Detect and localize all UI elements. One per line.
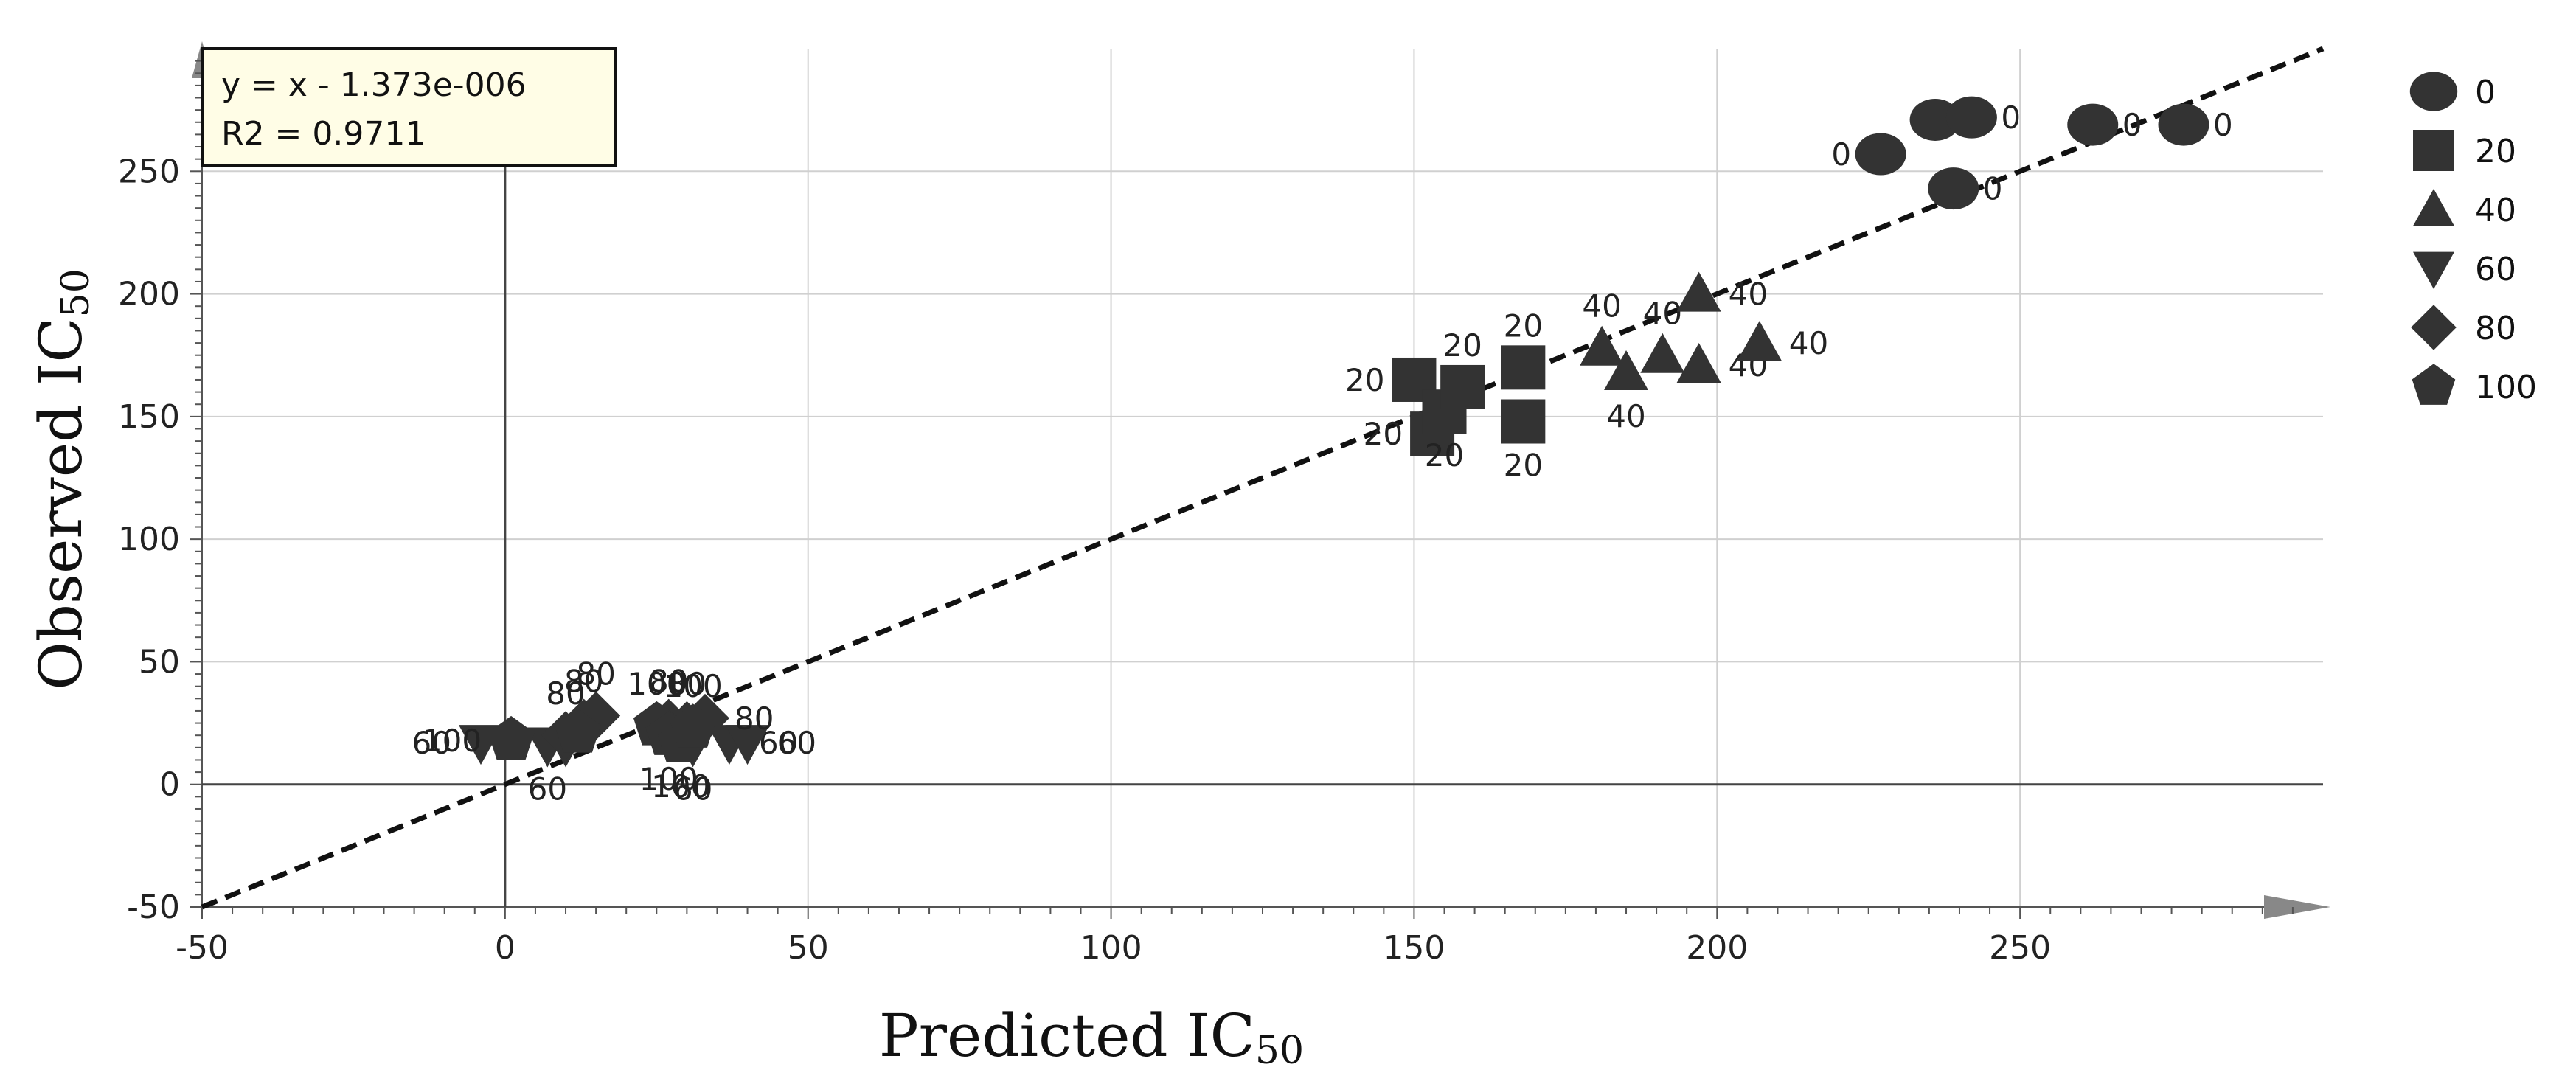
y-tick-label: 50 [139,643,180,681]
legend-marker-diamond [2411,305,2457,350]
legend-label: 60 [2475,251,2516,288]
x-axis-arrow [2264,895,2330,919]
data-point-label: 80 [667,666,707,702]
y-tick-label: 250 [118,153,180,190]
gridlines [201,49,2323,908]
data-point-pentagon [555,708,601,753]
data-point-label: 100 [664,668,723,704]
legend-marker-triangle-down [2413,251,2454,289]
data-point-label: 80 [576,656,615,692]
x-tick-label: 100 [1080,929,1142,967]
y-tick-label: 100 [118,521,180,558]
equation-text: y = x - 1.373e-006 [221,66,527,104]
y-axis-title-main: Observed IC [27,317,95,689]
data-point-pentagon [670,703,716,748]
fit-line-group [201,46,2325,910]
y-tick-label: -50 [127,889,180,926]
legend-label: 100 [2475,369,2537,406]
y-axis-title: Observed IC50 [27,268,98,690]
data-point-triangle-up [1676,271,1721,312]
data-point-label: 40 [1643,296,1682,332]
legend-marker-square [2413,130,2454,171]
x-tick-label: 150 [1383,929,1445,967]
data-point-label: 0 [1831,136,1851,173]
x-tick-label: -50 [176,929,229,967]
data-point-triangle-up [1604,350,1649,390]
y-tick-label: 150 [118,398,180,436]
data-point-circle [1855,133,1906,176]
data-point-label: 40 [1606,398,1645,434]
legend-label: 20 [2475,133,2516,170]
x-tick-label: 200 [1686,929,1748,967]
data-point-triangle-up [1676,343,1721,383]
legend-marker-triangle-up [2413,189,2454,226]
data-point-label: 20 [1504,308,1543,344]
data-point-square [1501,399,1546,444]
x-tick-label: 50 [788,929,829,967]
data-point-triangle-up [1640,333,1685,373]
data-point-label: 0 [2213,107,2233,143]
data-point-square [1440,364,1485,409]
data-point-square [1501,345,1546,390]
legend-label: 80 [2475,310,2516,347]
data-point-circle [2158,103,2209,146]
data-point-label: 20 [1364,416,1403,452]
data-point-label: 100 [627,666,686,702]
data-point-label: 20 [1443,327,1482,364]
data-point-label: 20 [1425,437,1464,473]
x-axis-title-sub: 50 [1255,1029,1304,1073]
y-tick-label: 0 [159,766,180,804]
data-point-label: 0 [2001,100,2021,136]
data-point-label: 60 [673,771,712,807]
data-point-circle [1928,167,1979,210]
x-tick-label: 250 [1989,929,2051,967]
data-point-label: 80 [649,664,688,700]
data-point-label: 100 [639,761,698,797]
legend-label: 40 [2475,192,2516,229]
data-point-label: 60 [412,725,451,761]
data-point-label: 40 [1789,325,1828,361]
r2-text: R2 = 0.9711 [221,115,426,153]
equation-box: y = x - 1.373e-006 R2 = 0.9711 [201,47,617,167]
legend-marker-circle [2409,72,2458,111]
data-point-label: 40 [1582,288,1621,324]
data-point-circle [1909,98,1961,141]
data-point-label: 0 [1983,171,2003,207]
data-point-label: 100 [423,723,482,759]
data-point-label: 0 [2122,107,2142,143]
x-axis-title: Predicted IC50 [879,1001,1304,1073]
data-point-label: 40 [1729,277,1768,313]
data-point-circle [1945,96,1997,139]
data-point-label: 100 [651,768,710,805]
legend-label: 0 [2475,74,2496,111]
data-point-triangle-up [1737,321,1782,361]
y-axis-title-sub: 50 [54,268,98,317]
legend-marker-pentagon [2412,364,2456,405]
data-point-label: 80 [735,701,774,737]
x-axis-title-main: Predicted IC [879,1001,1255,1070]
data-point-label: 60 [528,771,567,807]
data-point-label: 60 [777,725,816,761]
data-point-circle [2067,103,2119,146]
x-tick-label: 0 [495,929,515,967]
data-point-label: 20 [1504,448,1543,484]
data-point-triangle-up [1580,325,1625,366]
legend: 0 20 40 60 80 100 [2409,72,2537,406]
data-point-triangle-down [725,725,770,765]
y-tick-label: 200 [118,276,180,313]
data-point-pentagon [487,715,535,760]
data-point-label: 20 [1345,362,1384,398]
fit-line [201,46,2325,910]
axes [190,41,2330,919]
